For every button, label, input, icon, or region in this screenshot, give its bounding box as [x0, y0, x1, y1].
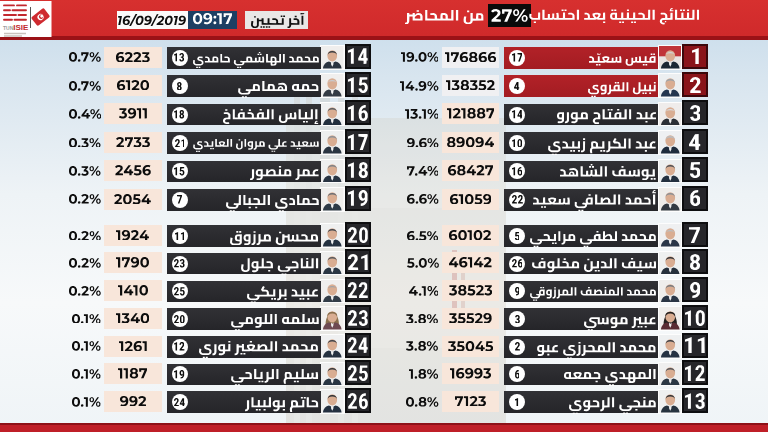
svg-text:TUNISIE: TUNISIE [3, 23, 29, 32]
